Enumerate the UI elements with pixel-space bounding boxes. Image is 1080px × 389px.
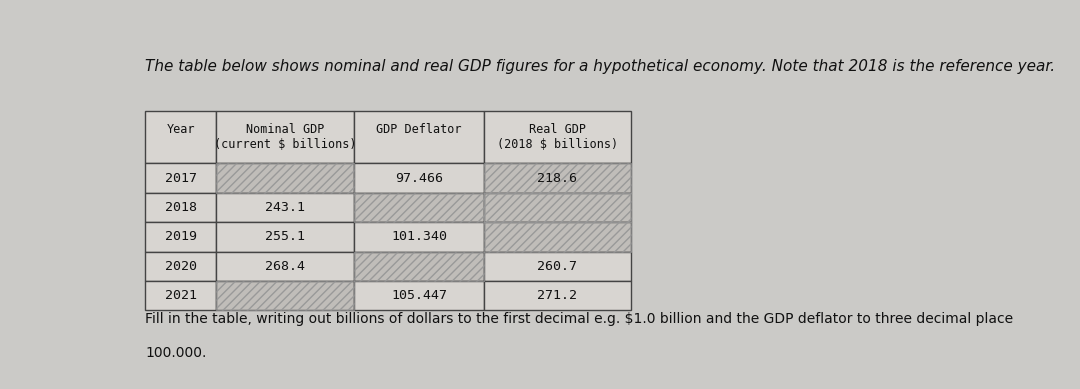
- Bar: [484, 281, 631, 310]
- Text: 100.000.: 100.000.: [145, 346, 206, 360]
- Text: 243.1: 243.1: [266, 201, 306, 214]
- Text: 255.1: 255.1: [266, 230, 306, 244]
- Bar: [216, 281, 354, 310]
- Bar: [145, 193, 216, 222]
- Bar: [216, 193, 354, 222]
- Bar: [216, 252, 354, 281]
- Text: Year: Year: [166, 123, 194, 137]
- Bar: [484, 222, 631, 252]
- Text: 218.6: 218.6: [537, 172, 578, 185]
- Bar: [354, 193, 484, 222]
- Bar: [484, 193, 631, 222]
- Text: 2019: 2019: [164, 230, 197, 244]
- Bar: [484, 252, 631, 281]
- Bar: [484, 222, 631, 252]
- Text: 260.7: 260.7: [537, 260, 578, 273]
- Text: 271.2: 271.2: [537, 289, 578, 302]
- Bar: [354, 163, 484, 193]
- Bar: [354, 252, 484, 281]
- Bar: [354, 281, 484, 310]
- Bar: [216, 163, 354, 193]
- Bar: [216, 281, 354, 310]
- Bar: [484, 111, 631, 163]
- Bar: [484, 163, 631, 193]
- Text: Nominal GDP: Nominal GDP: [246, 123, 324, 137]
- Text: The table below shows nominal and real GDP figures for a hypothetical economy. N: The table below shows nominal and real G…: [145, 59, 1055, 74]
- Text: GDP Deflator: GDP Deflator: [377, 123, 462, 137]
- Bar: [484, 163, 631, 193]
- Bar: [354, 193, 484, 222]
- Bar: [216, 163, 354, 193]
- Bar: [145, 111, 216, 163]
- Text: (current $ billions): (current $ billions): [214, 138, 356, 151]
- Text: 101.340: 101.340: [391, 230, 447, 244]
- Text: 268.4: 268.4: [266, 260, 306, 273]
- Text: 2021: 2021: [164, 289, 197, 302]
- Text: 2020: 2020: [164, 260, 197, 273]
- Text: (2018 $ billions): (2018 $ billions): [497, 138, 618, 151]
- Bar: [216, 222, 354, 252]
- Bar: [354, 111, 484, 163]
- Bar: [145, 163, 216, 193]
- Bar: [216, 111, 354, 163]
- Bar: [354, 252, 484, 281]
- Bar: [484, 193, 631, 222]
- Bar: [354, 222, 484, 252]
- Text: 2018: 2018: [164, 201, 197, 214]
- Bar: [145, 222, 216, 252]
- Text: Real GDP: Real GDP: [529, 123, 585, 137]
- Text: 105.447: 105.447: [391, 289, 447, 302]
- Text: 2017: 2017: [164, 172, 197, 185]
- Bar: [145, 252, 216, 281]
- Text: 97.466: 97.466: [395, 172, 443, 185]
- Text: Fill in the table, writing out billions of dollars to the first decimal e.g. $1.: Fill in the table, writing out billions …: [145, 312, 1013, 326]
- Bar: [145, 281, 216, 310]
